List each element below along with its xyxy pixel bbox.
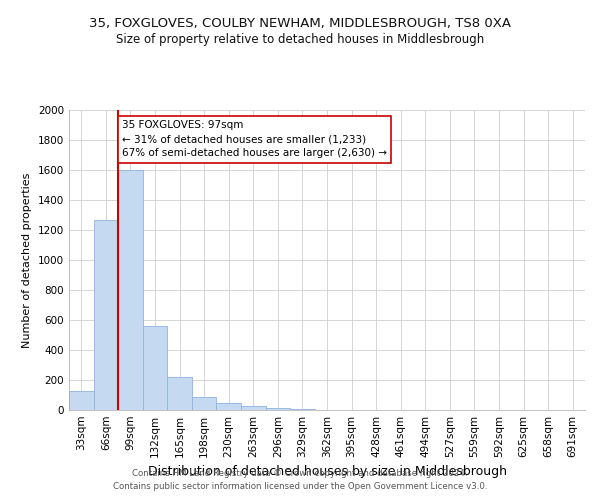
Y-axis label: Number of detached properties: Number of detached properties <box>22 172 32 348</box>
Bar <box>118 170 143 410</box>
Bar <box>143 326 167 410</box>
Bar <box>290 409 315 410</box>
Text: Contains public sector information licensed under the Open Government Licence v3: Contains public sector information licen… <box>113 482 487 491</box>
Text: Size of property relative to detached houses in Middlesbrough: Size of property relative to detached ho… <box>116 32 484 46</box>
Bar <box>241 406 266 410</box>
Bar <box>167 377 192 410</box>
Text: 35 FOXGLOVES: 97sqm
← 31% of detached houses are smaller (1,233)
67% of semi-det: 35 FOXGLOVES: 97sqm ← 31% of detached ho… <box>122 120 387 158</box>
Bar <box>217 403 241 410</box>
Bar <box>266 408 290 410</box>
Bar <box>94 220 118 410</box>
Bar <box>69 390 94 410</box>
Bar <box>192 396 217 410</box>
X-axis label: Distribution of detached houses by size in Middlesbrough: Distribution of detached houses by size … <box>148 466 506 478</box>
Text: Contains HM Land Registry data © Crown copyright and database right 2024.: Contains HM Land Registry data © Crown c… <box>132 468 468 477</box>
Text: 35, FOXGLOVES, COULBY NEWHAM, MIDDLESBROUGH, TS8 0XA: 35, FOXGLOVES, COULBY NEWHAM, MIDDLESBRO… <box>89 18 511 30</box>
